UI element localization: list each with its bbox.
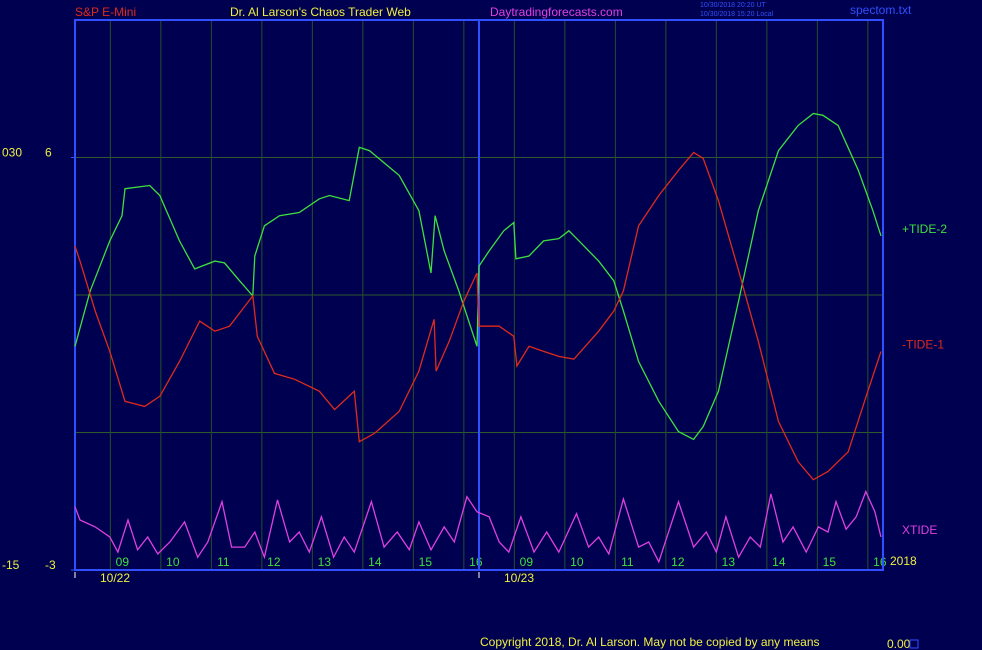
series-line [74, 489, 882, 564]
x-tick-label: 09 [116, 555, 130, 569]
x-tick-label: 12 [671, 555, 685, 569]
series-line [74, 151, 882, 481]
x-tick-label: 16 [873, 555, 887, 569]
y-tick-label: 6 [45, 146, 52, 160]
x-tick-label: 13 [318, 555, 332, 569]
plot-frame [74, 19, 884, 571]
file-name: spectom.txt [850, 3, 912, 17]
legend-entry: +TIDE-2 [902, 222, 947, 236]
x-tick-label: 10 [166, 555, 180, 569]
day-label: 10/22 [100, 571, 130, 585]
chart-title: Dr. Al Larson's Chaos Trader Web [230, 5, 411, 19]
x-tick-label: 11 [621, 555, 634, 569]
instrument: S&P E-Mini [75, 5, 136, 19]
status-icon [909, 639, 919, 649]
x-tick-label: 11 [217, 555, 230, 569]
x-tick-label: 14 [772, 555, 786, 569]
timestamp: 10/30/2018 20:20 UT [700, 2, 766, 9]
x-tick-label: 12 [267, 555, 281, 569]
y2-tick-label: 030 [2, 146, 22, 160]
x-tick-label: 13 [722, 555, 736, 569]
x-tick-label: 10 [570, 555, 584, 569]
x-tick-label: 16 [469, 555, 483, 569]
legend-entry: -TIDE-1 [902, 338, 944, 352]
legend-entry: XTIDE [902, 523, 937, 537]
y2-tick-label: -15 [2, 558, 20, 572]
x-tick-label: 15 [823, 555, 837, 569]
site: Daytradingforecasts.com [490, 5, 623, 19]
status: 0.00 [887, 637, 911, 650]
year: 2018 [890, 554, 917, 568]
timestamp: 10/30/2018 15:20 Local [700, 11, 774, 18]
day-label: 10/23 [504, 571, 534, 585]
x-tick-label: 15 [419, 555, 433, 569]
x-tick-label: 09 [520, 555, 534, 569]
copyright: Copyright 2018, Dr. Al Larson. May not b… [480, 635, 820, 649]
x-tick-label: 14 [368, 555, 382, 569]
y-tick-label: -3 [45, 558, 56, 572]
